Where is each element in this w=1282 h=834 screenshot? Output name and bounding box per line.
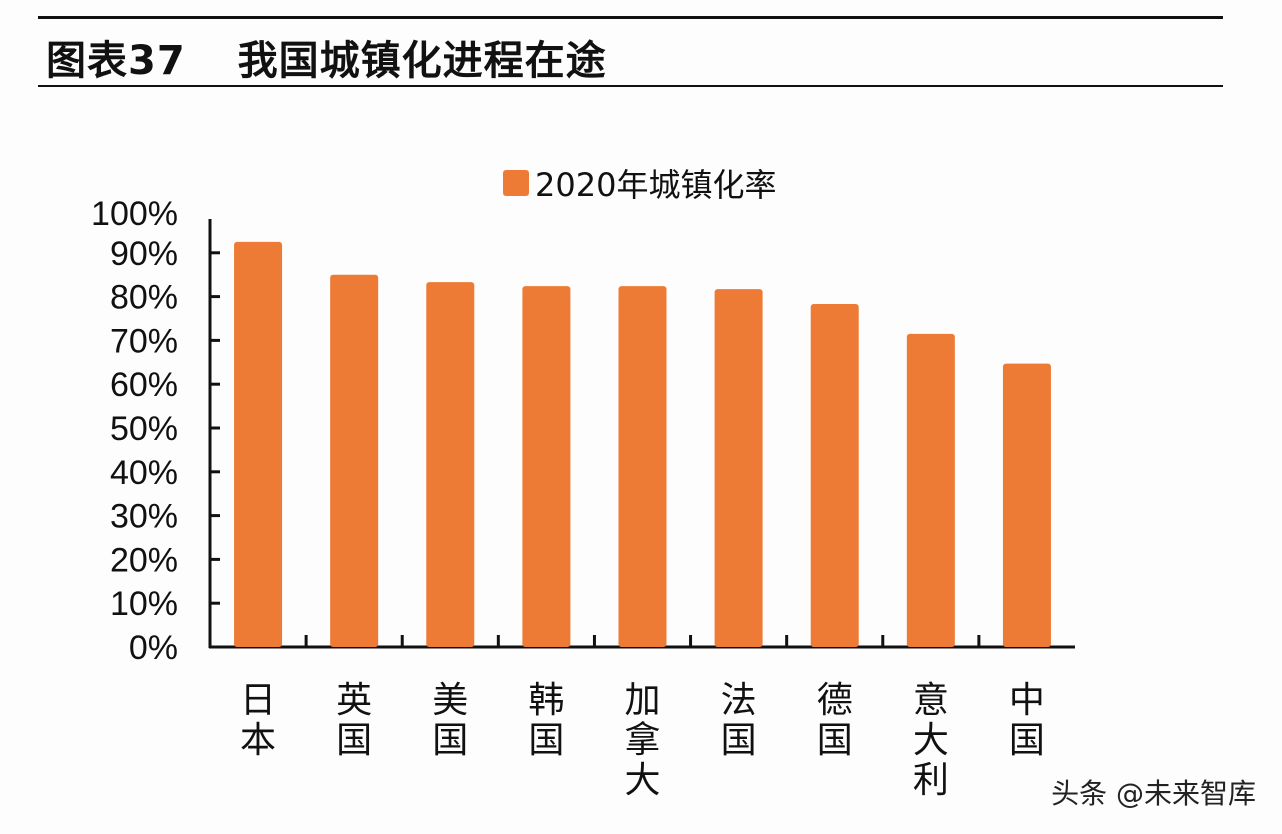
bar-中国 [1002, 363, 1051, 647]
legend-swatch [503, 170, 529, 196]
x-tick-label: 加拿大 [624, 680, 660, 801]
y-tick-label: 10% [110, 585, 178, 623]
y-tick-label: 80% [110, 279, 178, 317]
legend-label: 2020年城镇化率 [535, 166, 777, 204]
x-tick-label: 英国 [336, 680, 372, 761]
bar-美国 [426, 282, 475, 647]
x-tick-label: 德国 [817, 680, 853, 761]
figure-label: 图表37 [46, 38, 186, 84]
x-tick-label: 美国 [432, 680, 468, 761]
bar-日本 [234, 241, 283, 647]
y-tick-label: 20% [110, 541, 178, 579]
y-tick-label: 60% [110, 366, 178, 404]
x-tick-label: 日本 [240, 680, 276, 761]
watermark: 头条 @未来智库 [1051, 777, 1256, 810]
y-tick-label: 0% [129, 629, 178, 667]
figure-heading: 我国城镇化进程在途 [237, 38, 607, 84]
bar-德国 [810, 304, 859, 647]
y-tick-label: 40% [110, 454, 178, 492]
x-tick-label: 法国 [721, 680, 757, 761]
bar-法国 [714, 289, 763, 647]
y-tick-label: 50% [110, 410, 178, 448]
x-tick-label: 韩国 [528, 680, 564, 761]
x-tick-label: 意大利 [913, 680, 949, 801]
x-tick-label: 中国 [1009, 680, 1045, 761]
top-rule [38, 16, 1223, 19]
bar-加拿大 [618, 286, 667, 647]
y-tick-label: 100% [91, 195, 178, 233]
y-tick-label: 70% [110, 322, 178, 360]
title-rule [38, 85, 1223, 87]
bar-英国 [330, 274, 379, 647]
legend: 2020年城镇化率 [503, 160, 776, 206]
figure-title: 图表37 我国城镇化进程在途 [46, 28, 659, 86]
bar-韩国 [522, 286, 571, 647]
y-tick-label: 30% [110, 498, 178, 536]
y-tick-label: 90% [110, 235, 178, 273]
bar-意大利 [906, 333, 955, 647]
